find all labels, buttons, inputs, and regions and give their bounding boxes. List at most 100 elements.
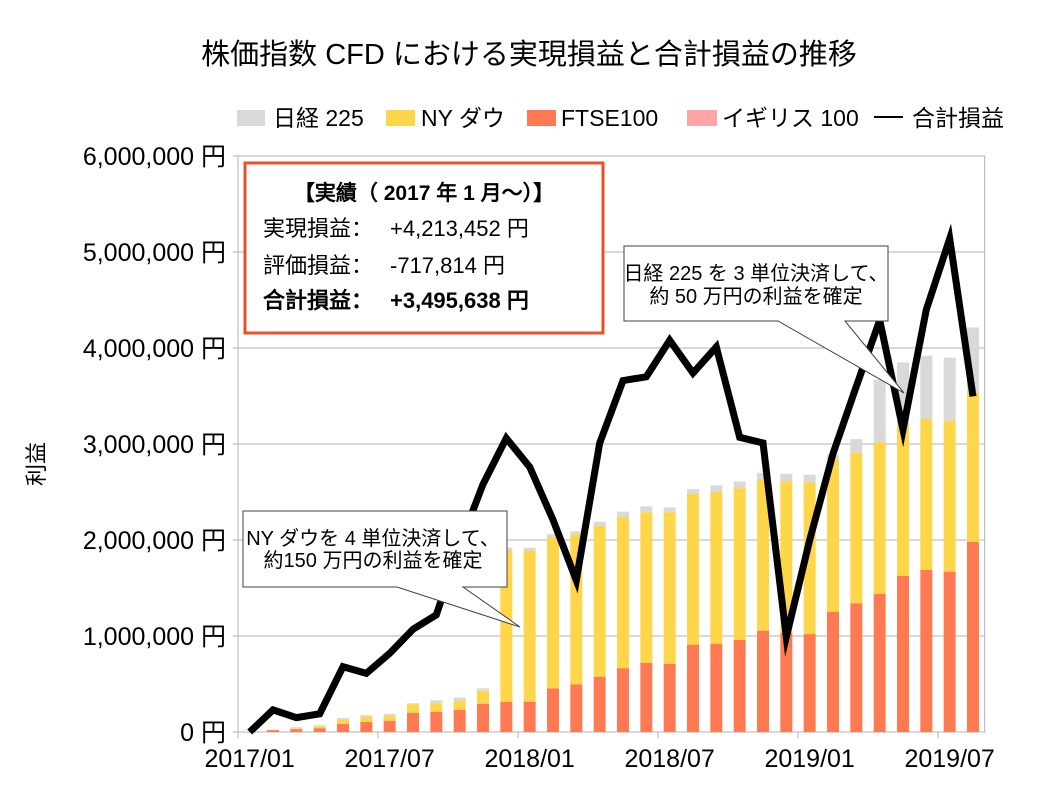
y-tick-label: 1,000,000 円 bbox=[83, 623, 226, 651]
bar-ftse100-2018/10 bbox=[733, 639, 746, 732]
bar-ftse100-2019/06 bbox=[920, 569, 933, 732]
legend-swatch-uk100 bbox=[687, 110, 717, 126]
bar-ftse100-2018/04 bbox=[593, 676, 606, 732]
y-tick-label: 2,000,000 円 bbox=[83, 527, 226, 555]
x-tick-label: 2017/01 bbox=[204, 745, 294, 773]
x-tick-label: 2018/07 bbox=[624, 745, 714, 773]
bar-ftse100-2019/01 bbox=[803, 634, 816, 732]
bar-日経225-2017/08 bbox=[406, 703, 419, 705]
bar-日経225-2017/06 bbox=[360, 715, 373, 717]
bar-nyダウ-2018/04 bbox=[593, 525, 606, 677]
bar-ftse100-2019/08 bbox=[966, 541, 979, 732]
bar-ftse100-2017/10 bbox=[453, 709, 466, 732]
bar-nyダウ-2019/07 bbox=[943, 420, 956, 572]
bar-ftse100-2018/02 bbox=[546, 688, 559, 732]
bar-日経225-2018/08 bbox=[686, 489, 699, 494]
y-tick-label: 4,000,000 円 bbox=[83, 335, 226, 363]
x-tick-label: 2017/07 bbox=[344, 745, 434, 773]
y-tick-label: 5,000,000 円 bbox=[83, 239, 226, 267]
bar-nyダウ-2017/11 bbox=[476, 690, 489, 704]
unrealized-pl-value: -717,814 円 bbox=[390, 253, 505, 278]
bar-日経225-2019/03 bbox=[850, 439, 863, 453]
bar-nyダウ-2018/10 bbox=[733, 488, 746, 640]
x-tick-label: 2019/01 bbox=[764, 745, 854, 773]
bar-日経225-2017/10 bbox=[453, 697, 466, 701]
bar-nyダウ-2017/04 bbox=[313, 726, 326, 729]
bar-nyダウ-2019/02 bbox=[826, 459, 839, 612]
realized-pl-value: +4,213,452 円 bbox=[390, 216, 529, 241]
bar-nyダウ-2018/07 bbox=[663, 512, 676, 664]
legend-label-uk100: イギリス 100 bbox=[722, 105, 859, 131]
bar-ftse100-2019/03 bbox=[850, 603, 863, 732]
bar-日経225-2018/01 bbox=[523, 547, 536, 551]
bar-日経225-2018/11 bbox=[756, 472, 769, 480]
bar-ftse100-2017/03 bbox=[290, 729, 303, 732]
bar-日経225-2017/09 bbox=[430, 700, 443, 704]
legend-swatch-nydow bbox=[386, 110, 415, 126]
bar-nyダウ-2019/03 bbox=[850, 452, 863, 604]
bar-ftse100-2018/08 bbox=[686, 644, 699, 732]
bar-nyダウ-2017/10 bbox=[453, 700, 466, 710]
bar-日経225-2019/01 bbox=[803, 474, 816, 483]
bar-nyダウ-2018/06 bbox=[640, 512, 653, 663]
summary-heading: 【実績（ 2017 年 1 月～）】 bbox=[294, 181, 554, 205]
bar-nyダウ-2018/01 bbox=[523, 550, 536, 702]
y-tick-label: 3,000,000 円 bbox=[83, 431, 226, 459]
bar-ftse100-2017/02 bbox=[266, 730, 279, 732]
bar-nyダウ-2018/09 bbox=[710, 492, 723, 644]
bar-日経225-2018/09 bbox=[710, 485, 723, 492]
bar-nyダウ-2019/05 bbox=[896, 424, 909, 576]
legend-label-total: 合計損益 bbox=[912, 105, 1004, 131]
bar-ftse100-2018/05 bbox=[616, 668, 629, 732]
unrealized-pl-label: 評価損益： bbox=[263, 253, 373, 278]
y-axis-title: 利益 bbox=[24, 442, 49, 486]
bar-ftse100-2018/03 bbox=[570, 684, 583, 732]
bar-ftse100-2017/12 bbox=[500, 701, 513, 732]
bar-nyダウ-2019/04 bbox=[873, 442, 886, 594]
bar-日経225-2019/07 bbox=[943, 357, 956, 421]
bar-nyダウ-2019/06 bbox=[920, 419, 933, 570]
chart-title: 株価指数 CFD における実現損益と合計損益の推移 bbox=[201, 38, 857, 71]
bar-ftse100-2017/06 bbox=[360, 721, 373, 732]
y-tick-label: 0 円 bbox=[180, 719, 226, 747]
bar-nyダウ-2017/06 bbox=[360, 716, 373, 722]
callout-line-1: 日経 225 を 3 単位決済して、 bbox=[623, 262, 888, 285]
bar-ftse100-2017/04 bbox=[313, 728, 326, 732]
bar-日経225-2018/04 bbox=[593, 521, 606, 526]
callout-line-2: 約 50 万円の利益を確定 bbox=[649, 285, 862, 308]
bar-日経225-2018/10 bbox=[733, 481, 746, 489]
bar-ftse100-2018/06 bbox=[640, 662, 653, 732]
bar-日経225-2018/06 bbox=[640, 506, 653, 513]
bar-nyダウ-2019/08 bbox=[966, 391, 979, 542]
bar-ftse100-2018/07 bbox=[663, 663, 676, 732]
bar-ftse100-2019/05 bbox=[896, 576, 909, 732]
bar-日経225-2018/07 bbox=[663, 507, 676, 513]
bar-nyダウ-2018/08 bbox=[686, 493, 699, 645]
annotation-nikkei225: 日経 225 を 3 単位決済して、 約 50 万円の利益を確定 bbox=[623, 245, 905, 394]
summary-box: 【実績（ 2017 年 1 月～）】 実現損益： +4,213,452 円 評価… bbox=[243, 161, 605, 335]
bar-ftse100-2017/11 bbox=[476, 703, 489, 732]
bar-ftse100-2019/04 bbox=[873, 593, 886, 732]
bar-日経225-2017/07 bbox=[383, 713, 396, 716]
bar-日経225-2018/05 bbox=[616, 511, 629, 517]
bar-日経225-2017/05 bbox=[336, 718, 349, 720]
bar-日経225-2018/02 bbox=[546, 534, 559, 538]
bar-日経225-2017/03 bbox=[290, 727, 303, 729]
bar-nyダウ-2017/05 bbox=[336, 719, 349, 724]
x-tick-label: 2019/07 bbox=[904, 745, 994, 773]
axes: 0 円 1,000,000 円 2,000,000 円 3,000,000 円 4,00… bbox=[83, 143, 995, 773]
bar-ftse100-2019/02 bbox=[826, 612, 839, 732]
x-tick-label: 2018/01 bbox=[484, 745, 574, 773]
bar-ftse100-2017/09 bbox=[430, 711, 443, 732]
bar-nyダウ-2017/07 bbox=[383, 715, 396, 721]
total-pl-value: +3,495,638 円 bbox=[390, 288, 529, 313]
total-pl-line bbox=[247, 223, 977, 735]
bar-nyダウ-2018/11 bbox=[756, 479, 769, 631]
summary-box-border bbox=[243, 161, 605, 335]
bar-nyダウ-2018/02 bbox=[546, 537, 559, 689]
bar-日経225-2018/12 bbox=[780, 473, 793, 482]
bar-日経225-2017/11 bbox=[476, 688, 489, 691]
bar-ftse100-2018/09 bbox=[710, 643, 723, 732]
bar-ftse100-2018/01 bbox=[523, 701, 536, 732]
